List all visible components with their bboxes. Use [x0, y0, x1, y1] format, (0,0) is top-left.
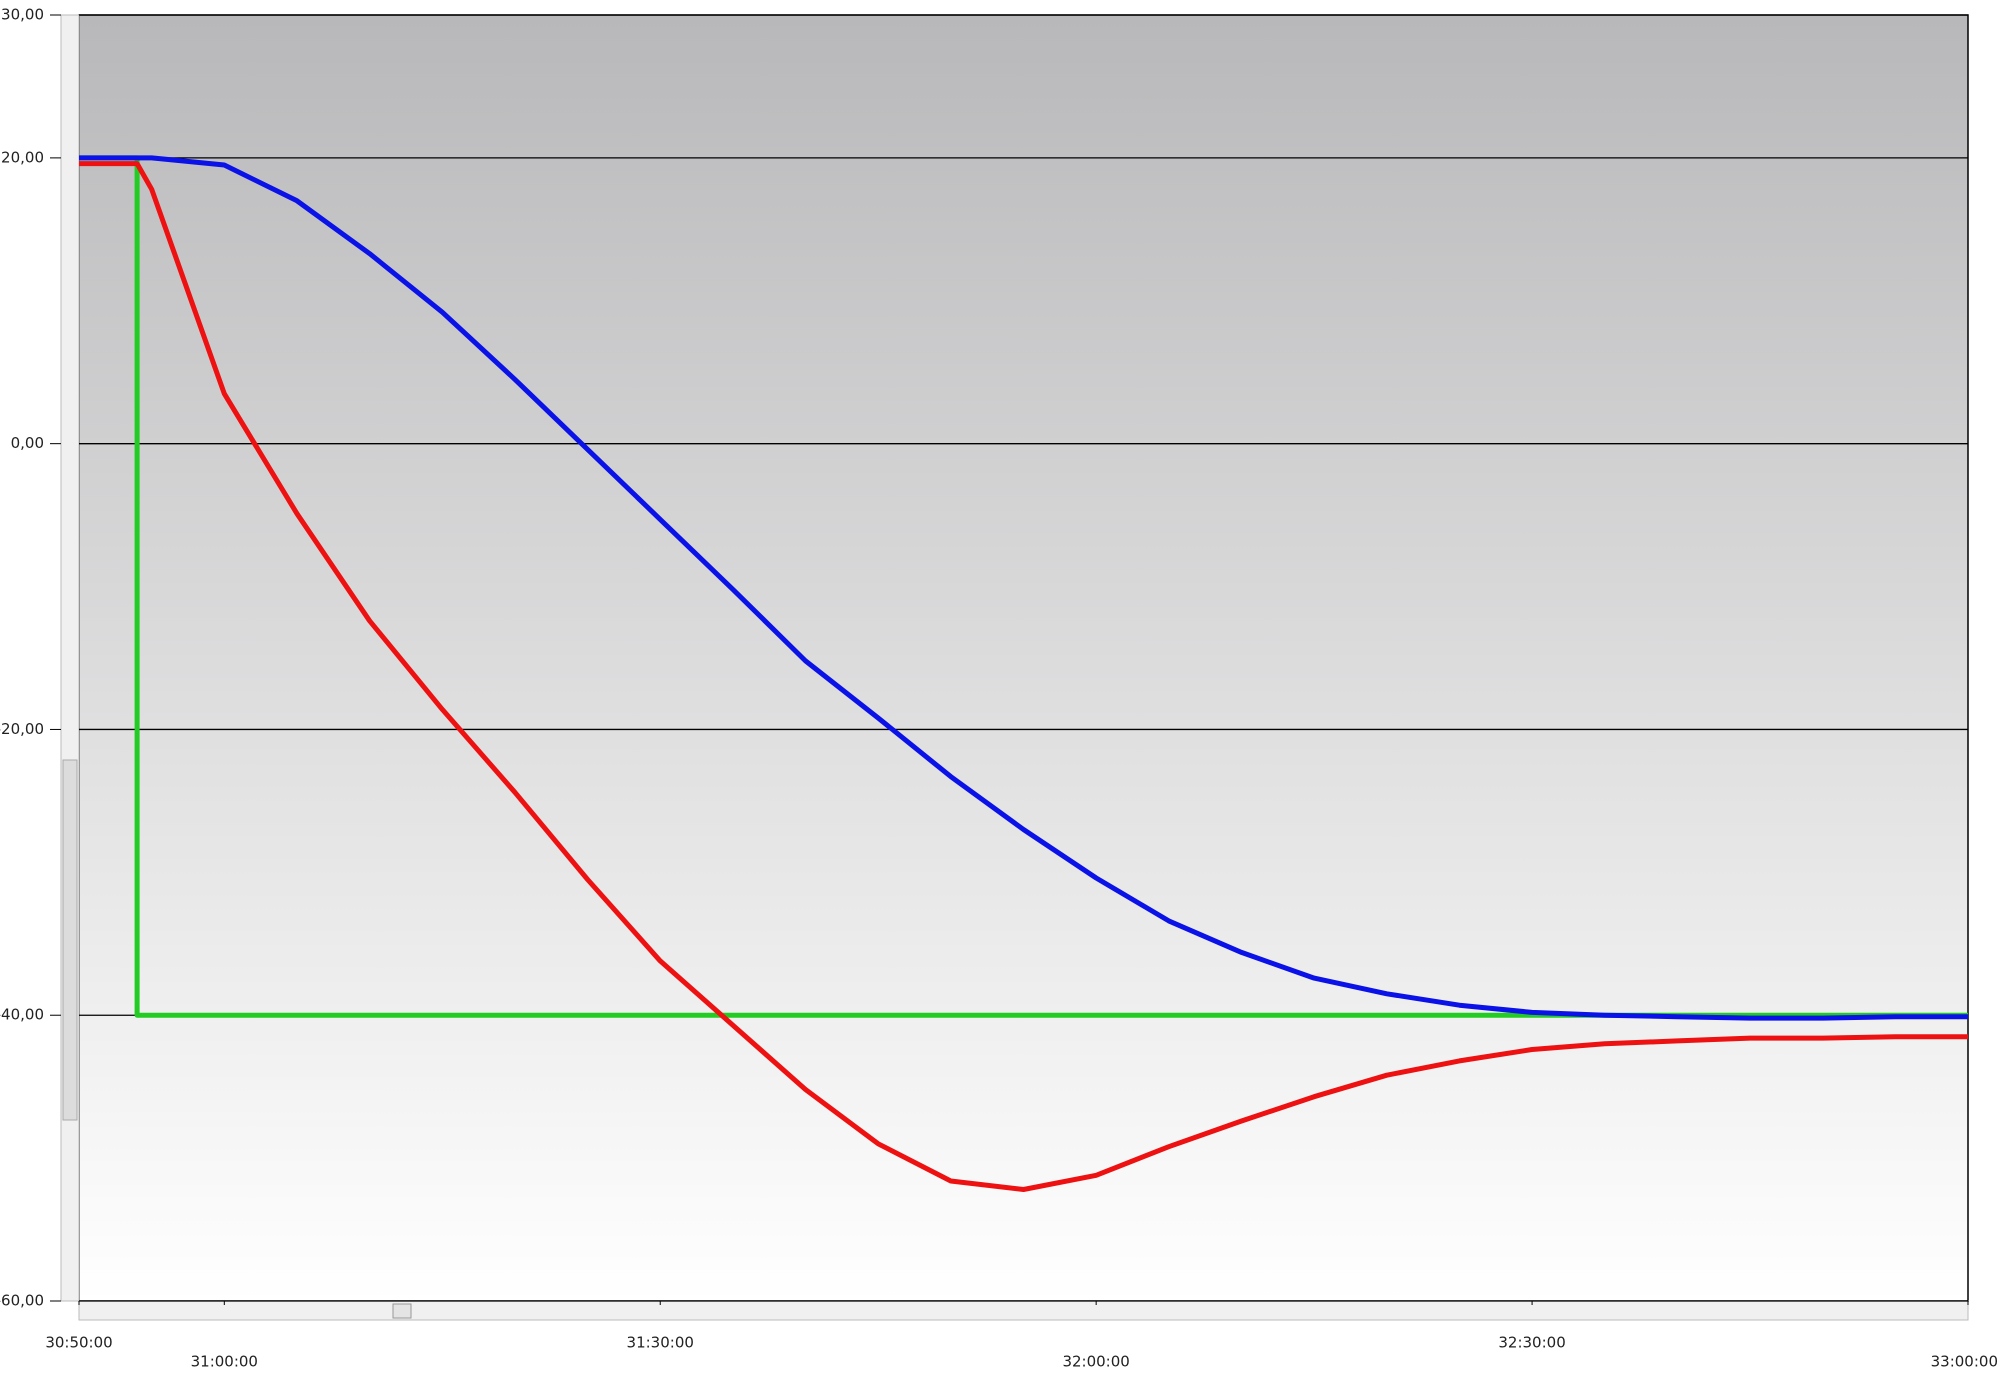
scroll-thumb[interactable] — [392, 1303, 412, 1319]
scroll-thumb[interactable] — [62, 759, 78, 1121]
y-tick-label: -60,00 — [0, 1292, 44, 1310]
plot-area — [78, 14, 1969, 1302]
x-tick-label: 30:50:00 — [45, 1334, 112, 1352]
series-line — [79, 161, 1968, 1192]
y-tick-label: -20,00 — [0, 720, 44, 738]
horizontal-scrollbar[interactable] — [78, 1300, 1969, 1321]
x-tick-label: 32:00:00 — [1062, 1353, 1129, 1371]
y-tick-label: 20,00 — [1, 148, 44, 166]
x-tick-label: 32:30:00 — [1498, 1334, 1565, 1352]
y-tick-label: 30,00 — [1, 6, 44, 24]
x-tick-label: 31:00:00 — [191, 1353, 258, 1371]
series-line — [79, 155, 1968, 1021]
y-tick-label: 0,00 — [11, 434, 44, 452]
x-tick-label: 31:30:00 — [627, 1334, 694, 1352]
x-tick-label: 33:00:00 — [1931, 1353, 1998, 1371]
y-tick-label: -40,00 — [0, 1006, 44, 1024]
